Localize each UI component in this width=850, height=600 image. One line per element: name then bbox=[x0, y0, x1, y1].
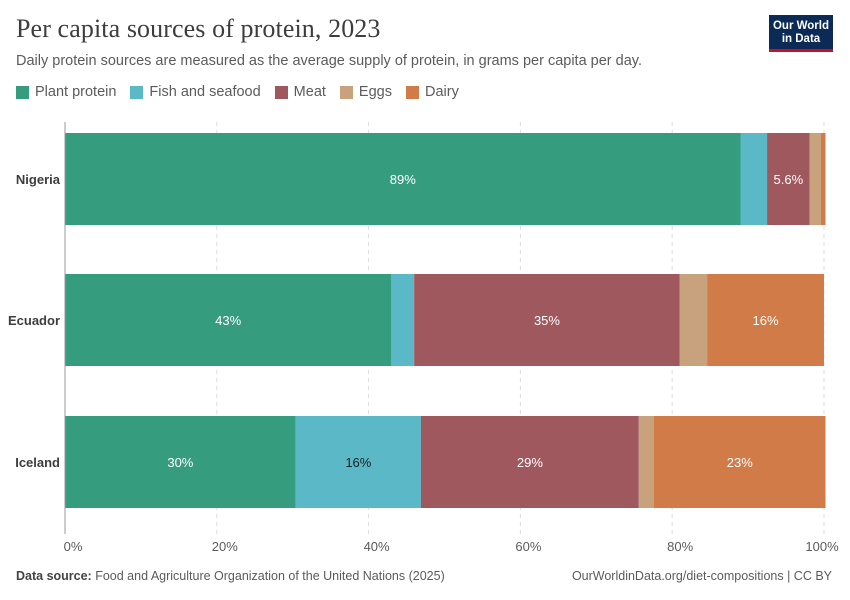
bar-segment bbox=[653, 416, 826, 508]
bar-segment bbox=[391, 274, 415, 366]
data-source-label: Data source: bbox=[16, 569, 92, 583]
legend-swatch bbox=[130, 85, 144, 99]
bar-segment bbox=[295, 416, 421, 508]
legend-swatch bbox=[274, 85, 288, 99]
data-label: 5.6% bbox=[774, 172, 804, 187]
legend-label: Plant protein bbox=[35, 84, 117, 100]
x-tick-label: 60% bbox=[515, 539, 541, 554]
data-label: 43% bbox=[215, 313, 241, 328]
bar-segment bbox=[740, 133, 768, 225]
legend-label: Dairy bbox=[424, 84, 459, 100]
data-source-text[interactable]: Food and Agriculture Organization of the… bbox=[95, 569, 445, 583]
data-label: 16% bbox=[753, 313, 779, 328]
x-tick-label: 100% bbox=[805, 539, 839, 554]
owid-logo[interactable]: Our World in Data bbox=[769, 15, 833, 52]
data-label: 23% bbox=[727, 455, 753, 470]
legend-item[interactable]: Meat bbox=[274, 84, 326, 100]
legend-item[interactable]: Eggs bbox=[339, 84, 392, 100]
logo-line-2: in Data bbox=[781, 33, 821, 45]
bar-segment bbox=[820, 133, 826, 225]
x-tick-label: 0% bbox=[64, 539, 83, 554]
legend-label: Fish and seafood bbox=[149, 84, 261, 100]
data-label: 16% bbox=[345, 455, 371, 470]
footer-link[interactable]: OurWorldinData.org/diet-compositions | C… bbox=[571, 569, 832, 583]
bar-segment bbox=[638, 416, 654, 508]
chart-title: Per capita sources of protein, 2023 bbox=[16, 14, 381, 43]
legend: Plant protein Fish and seafood Meat Eggs Dai… bbox=[16, 84, 459, 100]
data-label: 89% bbox=[390, 172, 416, 187]
category-label: Nigeria bbox=[16, 172, 61, 187]
bar-segment bbox=[414, 274, 680, 366]
bar-segment bbox=[65, 274, 392, 366]
legend-swatch bbox=[339, 85, 353, 99]
legend-item[interactable]: Plant protein bbox=[16, 84, 116, 100]
category-label: Iceland bbox=[15, 455, 60, 470]
data-label: 29% bbox=[517, 455, 543, 470]
bar-segment bbox=[679, 274, 708, 366]
bar-segment bbox=[65, 416, 296, 508]
bar-segment bbox=[707, 274, 824, 366]
chart-subtitle: Daily protein sources are measured as th… bbox=[16, 53, 642, 69]
legend-label: Eggs bbox=[358, 84, 392, 100]
x-tick-label: 20% bbox=[212, 539, 238, 554]
bar-segment bbox=[420, 416, 639, 508]
legend-label: Meat bbox=[293, 84, 326, 100]
bar-segment bbox=[767, 133, 810, 225]
legend-swatch bbox=[16, 85, 29, 99]
category-label: Ecuador bbox=[8, 313, 60, 328]
x-tick-label: 40% bbox=[364, 539, 390, 554]
data-source: Data source: Food and Agriculture Organi… bbox=[16, 569, 445, 583]
bar-segment bbox=[809, 133, 821, 225]
data-label: 35% bbox=[534, 313, 560, 328]
x-tick-label: 80% bbox=[667, 539, 693, 554]
legend-item[interactable]: Dairy bbox=[405, 84, 459, 100]
legend-item[interactable]: Fish and seafood bbox=[130, 84, 261, 100]
data-label: 30% bbox=[167, 455, 193, 470]
logo-line-1: Our World bbox=[772, 20, 829, 32]
legend-swatch bbox=[405, 85, 419, 99]
bar-segment bbox=[65, 133, 741, 225]
